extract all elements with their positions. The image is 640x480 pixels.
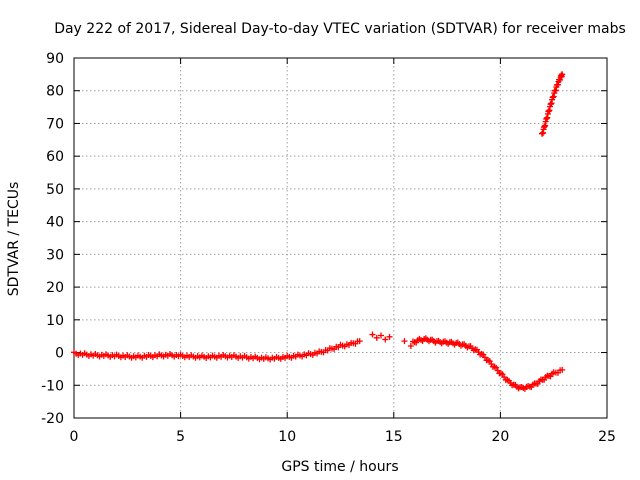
series-main xyxy=(71,338,363,363)
y-axis-title: SDTVAR / TECUs xyxy=(6,182,22,297)
data-point xyxy=(559,366,566,373)
y-tick-label: 20 xyxy=(46,280,64,296)
data-points xyxy=(71,71,566,392)
ticks xyxy=(73,57,608,419)
plot-frame xyxy=(73,57,608,419)
y-tick-label: 60 xyxy=(46,149,64,165)
y-tick-label: 50 xyxy=(46,182,64,198)
y-tick-label: 30 xyxy=(46,247,64,263)
y-tick-label: 0 xyxy=(55,346,64,362)
y-tick-label: 40 xyxy=(46,215,64,231)
data-point xyxy=(401,338,408,345)
x-tick-label: 10 xyxy=(278,429,296,445)
y-tick-label: 10 xyxy=(46,313,64,329)
series-late xyxy=(538,71,566,137)
x-tick-label: 20 xyxy=(491,429,509,445)
x-tick-label: 5 xyxy=(176,429,185,445)
data-point xyxy=(386,333,393,340)
data-point xyxy=(407,343,414,349)
y-tick-label: 80 xyxy=(46,84,64,100)
x-tick-label: 15 xyxy=(385,429,403,445)
data-point xyxy=(378,332,385,339)
y-tick-label: 70 xyxy=(46,116,64,132)
data-point xyxy=(356,338,363,345)
data-point xyxy=(369,331,376,338)
tick-labels: 0 5 10 15 20 25 -20 -10 0 10 20 30 40 50 60 70 80 90 xyxy=(41,51,616,445)
x-axis-title: GPS time / hours xyxy=(281,459,398,475)
x-tick-label: 25 xyxy=(598,429,616,445)
chart-title: Day 222 of 2017, Sidereal Day-to-day VTE… xyxy=(54,21,626,37)
series-scattered xyxy=(369,331,414,349)
y-tick-label: 90 xyxy=(46,51,64,67)
data-point xyxy=(373,334,380,341)
y-tick-label: -20 xyxy=(41,411,64,427)
series-afternoon xyxy=(409,335,566,392)
data-point xyxy=(382,336,389,343)
y-tick-label: -10 xyxy=(41,378,64,394)
data-point xyxy=(559,71,566,78)
x-tick-label: 0 xyxy=(70,429,79,445)
